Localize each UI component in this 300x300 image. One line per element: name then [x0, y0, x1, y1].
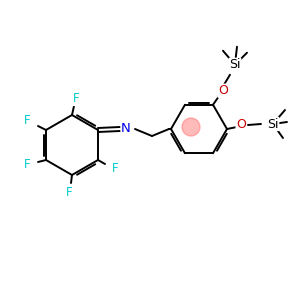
Text: N: N [121, 122, 131, 136]
Text: F: F [73, 92, 79, 106]
Text: O: O [218, 84, 228, 97]
Text: F: F [112, 163, 118, 176]
Text: O: O [236, 118, 246, 131]
Text: F: F [24, 115, 30, 128]
Text: F: F [24, 158, 30, 170]
Text: Si: Si [229, 58, 241, 71]
Text: F: F [66, 187, 72, 200]
Circle shape [182, 118, 200, 136]
Text: Si: Si [267, 118, 279, 130]
